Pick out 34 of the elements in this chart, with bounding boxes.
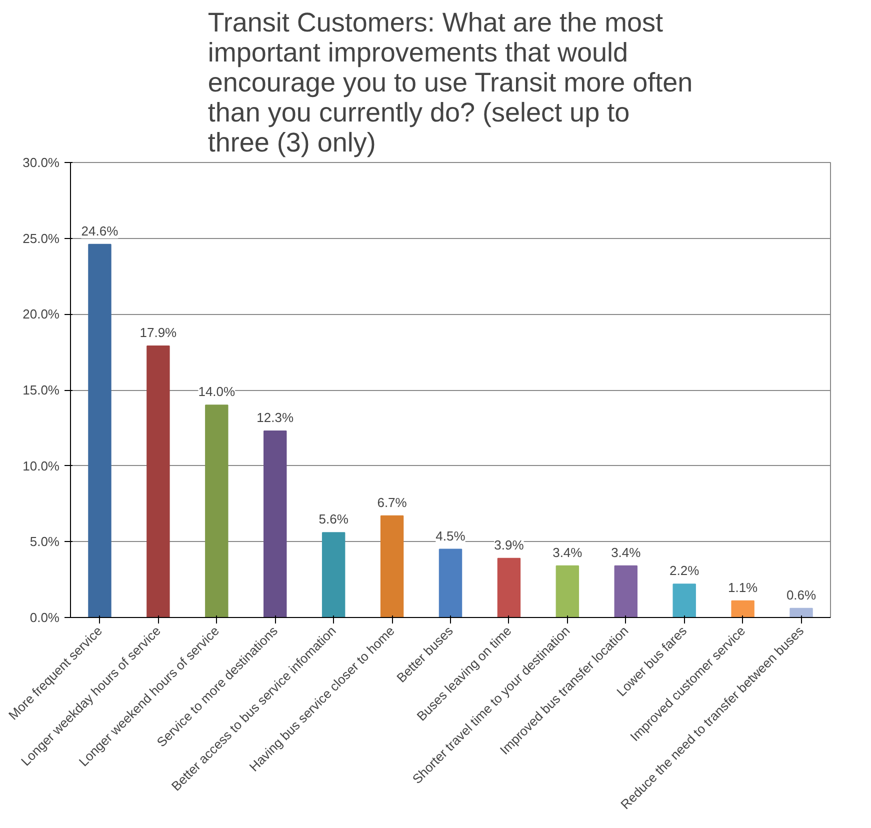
data-label: 4.5% <box>436 528 466 544</box>
data-label: 12.3% <box>256 410 294 425</box>
bar <box>264 430 287 618</box>
bar <box>731 600 754 618</box>
bar <box>672 584 696 618</box>
bar <box>614 565 638 618</box>
y-tick-label: 25.0% <box>22 230 60 246</box>
bar <box>88 244 112 618</box>
data-label: 0.6% <box>786 587 817 602</box>
y-tick-label: 30.0% <box>22 155 60 170</box>
data-label: 14.0% <box>198 384 236 400</box>
data-label: 3.4% <box>552 544 583 560</box>
y-tick-label: 10.0% <box>22 458 60 474</box>
y-tick-label: 0.0% <box>30 610 60 625</box>
data-label: 6.7% <box>377 494 408 510</box>
data-label: 3.4% <box>611 544 642 560</box>
data-label: 17.9% <box>140 325 178 340</box>
y-tick-label: 5.0% <box>30 534 60 550</box>
bar <box>322 532 346 618</box>
data-label: 5.6% <box>318 512 349 527</box>
data-label: 24.6% <box>81 223 119 238</box>
bar <box>146 346 170 618</box>
y-tick-label: 15.0% <box>22 382 60 398</box>
bar <box>497 558 521 618</box>
bar <box>438 548 462 618</box>
bar <box>380 515 404 618</box>
data-label: 3.9% <box>494 537 524 552</box>
y-tick-label: 20.0% <box>22 306 60 322</box>
bar <box>556 565 580 618</box>
chart-title: Transit Customers: What are the most important improvements that would encourage you to use Transit more often than you currently do? (select up to three (3) only) <box>208 8 693 158</box>
bar <box>790 608 813 618</box>
bar <box>205 404 228 618</box>
data-label: 1.1% <box>728 580 758 595</box>
data-label: 2.2% <box>670 563 700 578</box>
